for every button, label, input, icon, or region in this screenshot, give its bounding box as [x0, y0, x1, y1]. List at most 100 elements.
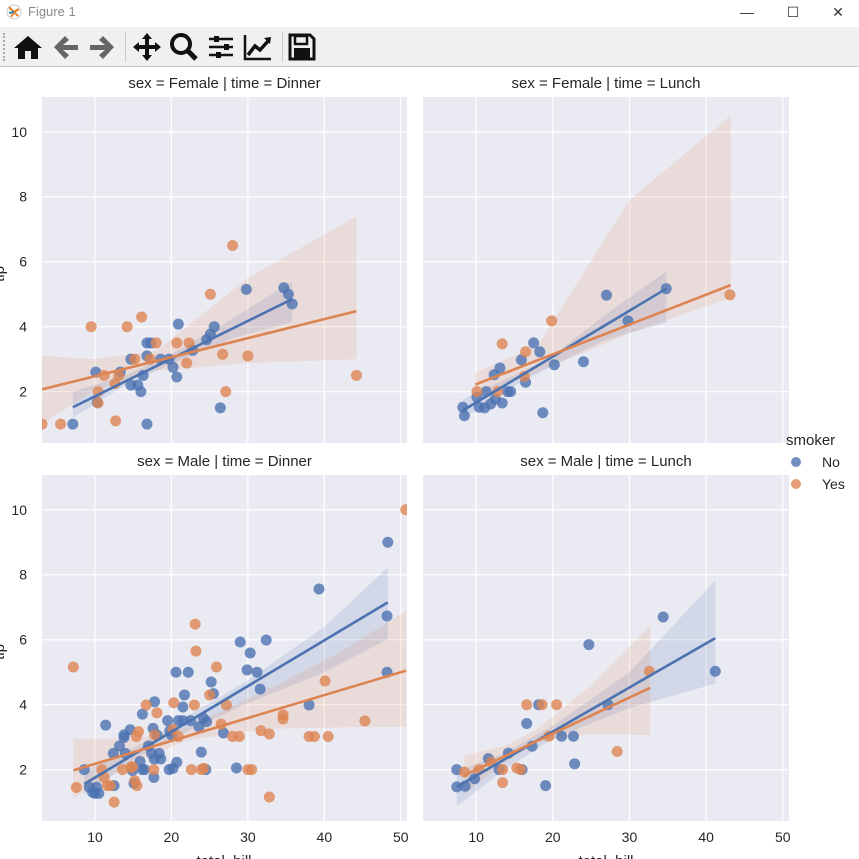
home-button[interactable]	[12, 31, 44, 63]
facet-title: sex = Female | time = Dinner	[128, 75, 320, 92]
data-point-no	[241, 664, 253, 676]
data-point-yes	[546, 315, 558, 327]
data-point-no	[458, 410, 470, 422]
data-point-no	[569, 758, 581, 770]
axes-background	[423, 97, 789, 443]
data-point-yes	[42, 418, 48, 430]
facet-panel-1: sex = Female | time = Lunch	[423, 75, 789, 443]
configure-subplots-button[interactable]	[205, 31, 237, 63]
data-point-yes	[92, 397, 104, 409]
y-axis-label: tip	[0, 644, 8, 660]
data-point-yes	[308, 731, 320, 743]
data-point-no	[208, 321, 220, 333]
data-point-yes	[198, 762, 210, 774]
data-point-no	[240, 283, 252, 295]
data-point-no	[201, 716, 213, 728]
forward-button[interactable]	[86, 31, 118, 63]
y-tick-label: 2	[19, 762, 27, 778]
data-point-no	[149, 696, 161, 708]
regression-line-no	[456, 636, 716, 789]
data-point-no	[577, 356, 589, 368]
data-point-no	[67, 418, 79, 430]
toolbar-separator	[125, 32, 126, 62]
back-button[interactable]	[50, 31, 82, 63]
close-button[interactable]: ✕	[832, 4, 844, 20]
data-point-no	[600, 289, 612, 301]
data-point-no	[100, 719, 112, 731]
data-point-yes	[359, 715, 371, 727]
data-point-yes	[496, 338, 508, 350]
data-point-yes	[181, 357, 193, 369]
data-point-yes	[458, 766, 470, 778]
data-point-no	[177, 701, 189, 713]
save-button[interactable]	[286, 31, 318, 63]
data-point-yes	[121, 321, 133, 333]
x-tick-label: 40	[317, 829, 333, 845]
toolbar-grip[interactable]	[3, 33, 7, 61]
data-point-no	[171, 756, 183, 768]
data-point-yes	[149, 729, 161, 741]
data-point-no	[217, 727, 229, 739]
pan-button[interactable]	[131, 31, 163, 63]
legend: smoker No Yes	[786, 432, 845, 492]
x-tick-label: 50	[393, 829, 409, 845]
zoom-button[interactable]	[168, 31, 200, 63]
zoom-icon	[170, 33, 198, 61]
minimize-button[interactable]: —	[740, 4, 754, 20]
data-point-no	[91, 781, 103, 793]
data-point-yes	[263, 728, 275, 740]
data-point-yes	[171, 337, 183, 349]
window-title: Figure 1	[28, 4, 76, 19]
data-point-yes	[67, 661, 79, 673]
data-point-yes	[133, 726, 145, 738]
x-axis-label: total_bill	[578, 853, 633, 859]
navigation-toolbar	[0, 27, 859, 67]
x-tick-label: 50	[775, 829, 791, 845]
edit-axis-button[interactable]	[242, 31, 274, 63]
data-point-no	[214, 402, 226, 414]
forward-icon	[90, 36, 114, 59]
x-tick-label: 10	[87, 829, 103, 845]
regression-line-yes	[474, 283, 732, 386]
y-tick-label: 10	[11, 124, 27, 140]
matplotlib-app-icon	[6, 4, 22, 20]
regression-line-yes	[463, 686, 651, 777]
data-point-no	[205, 676, 217, 688]
data-point-no	[528, 337, 540, 349]
facet-title: sex = Female | time = Lunch	[512, 75, 701, 92]
data-point-yes	[188, 699, 200, 711]
toolbar-separator	[282, 32, 283, 62]
data-point-yes	[204, 288, 216, 300]
data-point-yes	[471, 386, 483, 398]
facet-panel-2: 10 20 30 40 50 2 4 6 8 10 sex = Male | time = Dinn…	[11, 453, 409, 845]
data-point-yes	[140, 699, 152, 711]
maximize-button[interactable]: ☐	[786, 4, 800, 20]
plot-area	[457, 115, 736, 422]
legend-marker-no	[791, 457, 801, 467]
data-point-yes	[150, 337, 162, 349]
data-point-no	[139, 764, 151, 776]
data-point-no	[155, 753, 167, 765]
regression-line-no	[83, 601, 389, 786]
data-point-no	[540, 780, 552, 792]
facet-panel-0: 2 4 6 8 10 sex = Female | time = Dinner	[11, 75, 407, 443]
edit-axis-icon	[243, 35, 271, 61]
data-point-yes	[148, 764, 160, 776]
data-point-no	[381, 610, 393, 622]
data-point-yes	[129, 353, 141, 365]
data-point-no	[515, 354, 527, 366]
data-point-no	[567, 730, 579, 742]
data-point-yes	[521, 699, 533, 711]
x-tick-label: 20	[164, 829, 180, 845]
data-point-no	[313, 583, 325, 595]
x-tick-label: 20	[545, 829, 561, 845]
y-tick-label: 4	[19, 697, 27, 713]
facet-title: sex = Male | time = Dinner	[137, 453, 312, 470]
data-point-yes	[151, 707, 163, 719]
y-axis-label: tip	[0, 266, 8, 282]
data-point-yes	[400, 504, 407, 516]
data-point-no	[182, 666, 194, 678]
facet-title: sex = Male | time = Lunch	[520, 453, 691, 470]
data-point-no	[494, 362, 506, 374]
